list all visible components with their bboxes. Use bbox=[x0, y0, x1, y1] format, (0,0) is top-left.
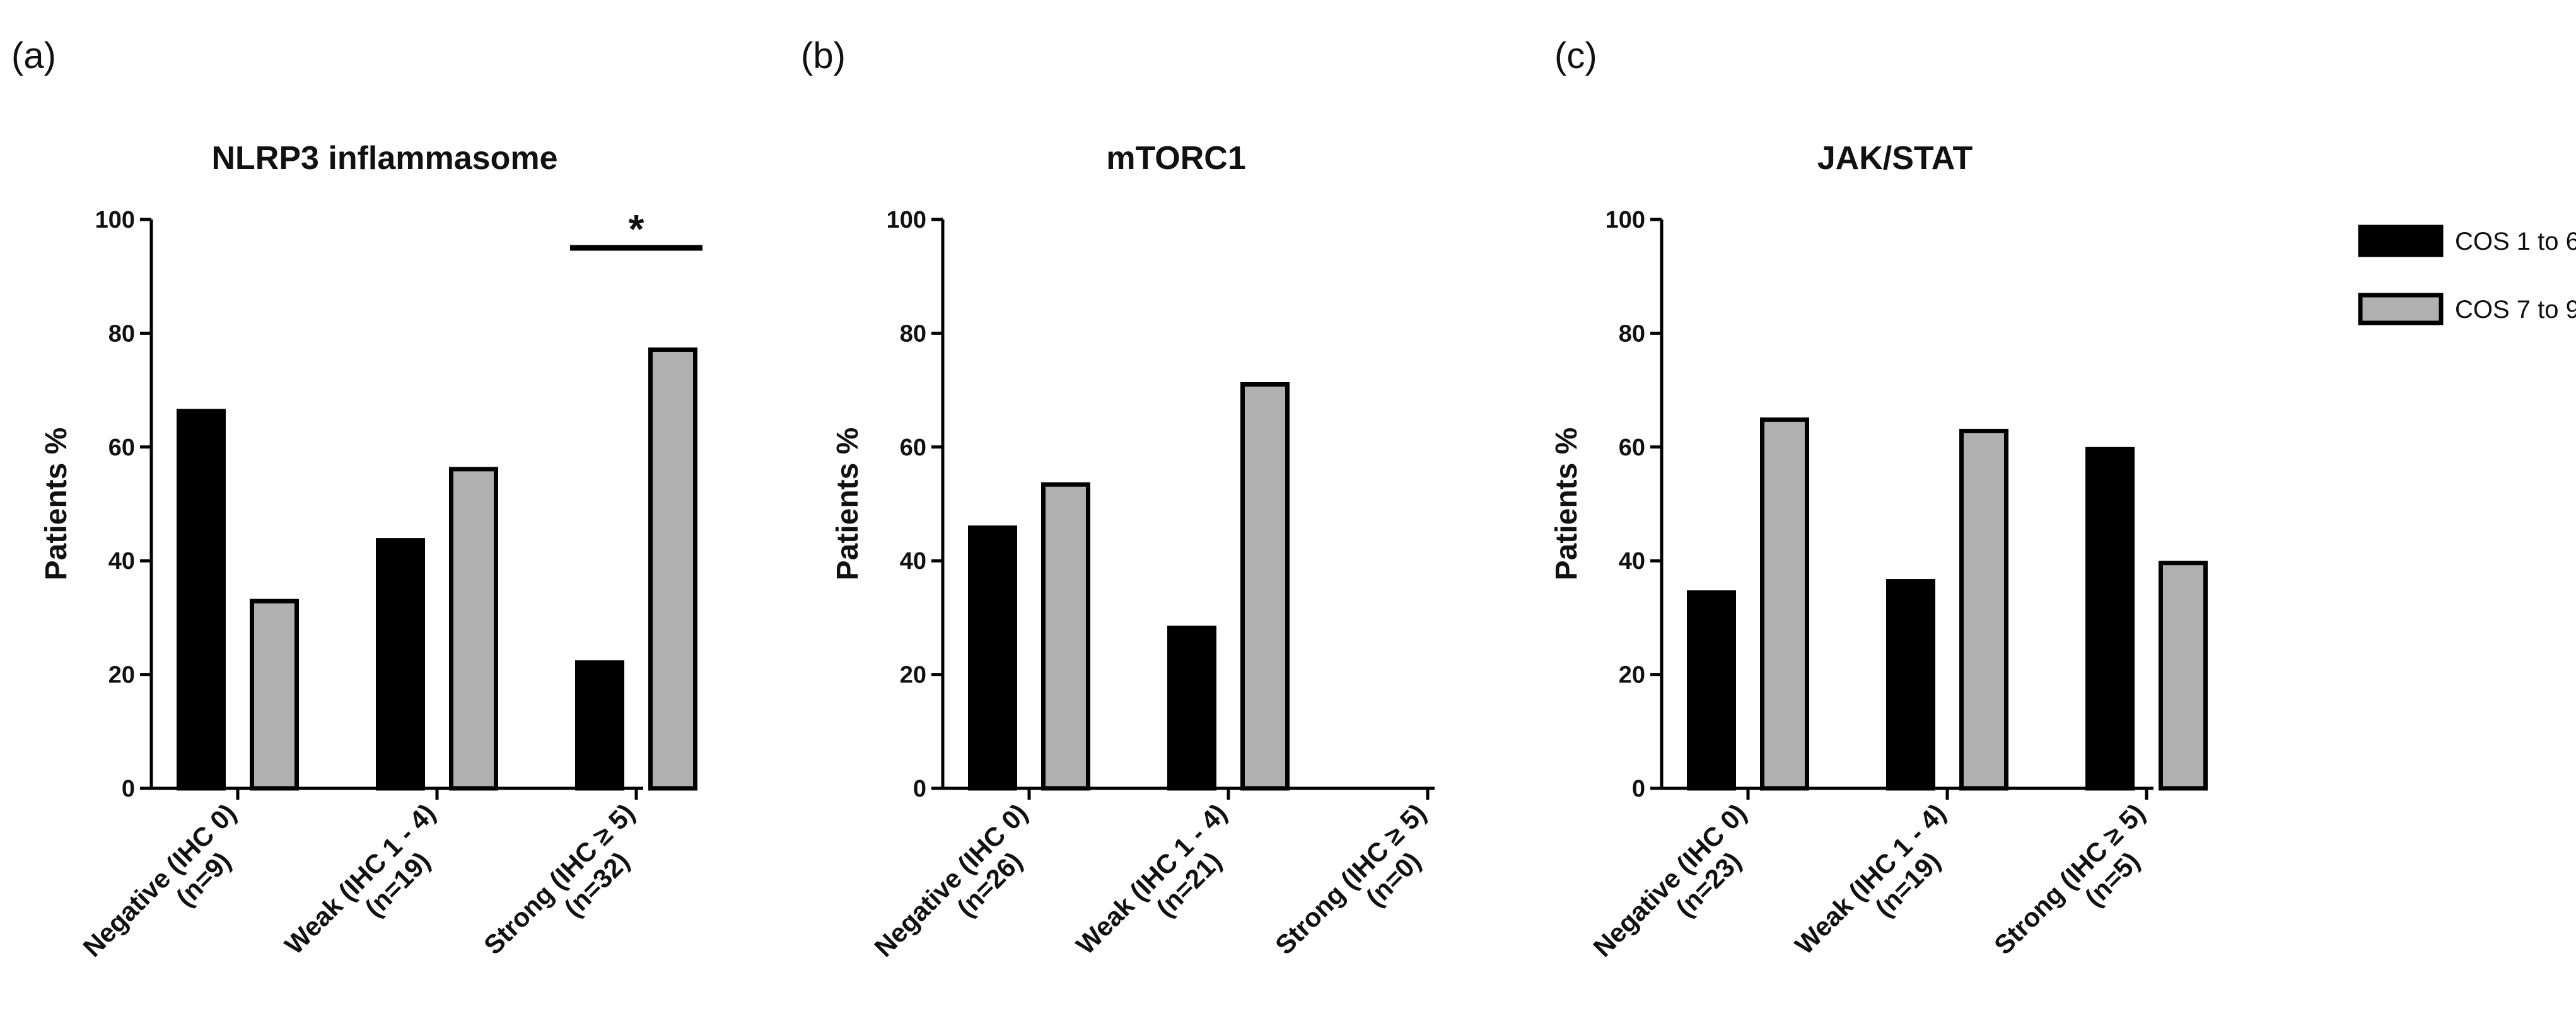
significance-marker: * bbox=[629, 206, 644, 252]
x-tick-label: Weak (IHC 1 - 4)(n=19) bbox=[1789, 798, 1973, 981]
y-axis-label: Patients % bbox=[40, 428, 73, 581]
y-tick-label: 40 bbox=[1619, 548, 1645, 575]
x-tick-label: Weak (IHC 1 - 4)(n=21) bbox=[1070, 798, 1254, 981]
y-tick-label: 40 bbox=[900, 548, 926, 575]
bar-cos-7-9 bbox=[250, 599, 299, 791]
x-tick-label: Negative (IHC 0)(n=9) bbox=[77, 798, 263, 984]
y-tick-label: 100 bbox=[887, 207, 926, 233]
legend-swatch bbox=[2358, 293, 2444, 325]
bar-cos-7-9 bbox=[2159, 561, 2208, 791]
chart-panel-1: (a) NLRP3 inflammasome Patients % 0 20 40 60 80… bbox=[11, 35, 702, 984]
bar-cos-1-6 bbox=[1886, 579, 1935, 791]
bar-cos-7-9 bbox=[648, 347, 697, 791]
legend-label: COS 1 to 6 bbox=[2455, 228, 2576, 255]
y-tick-label: 100 bbox=[95, 207, 135, 233]
y-tick-label: 0 bbox=[913, 776, 926, 802]
y-tick-label: 80 bbox=[1619, 320, 1645, 347]
chart-panel-3: (c) JAK/STAT Patients % 0 20 40 60 80 100 Negativ… bbox=[1550, 35, 2208, 984]
bar-cos-1-6 bbox=[968, 525, 1017, 791]
x-tick-label: Negative (IHC 0)(n=23) bbox=[1587, 798, 1773, 984]
legend-label: COS 7 to 9 bbox=[2455, 296, 2576, 324]
x-tick-label: Negative (IHC 0)(n=26) bbox=[868, 798, 1054, 984]
y-tick-label: 0 bbox=[122, 776, 135, 802]
bar-cos-7-9 bbox=[449, 467, 498, 791]
y-axis-label: Patients % bbox=[1550, 428, 1583, 581]
y-tick-label: 80 bbox=[900, 320, 926, 347]
chart-panels: (a) NLRP3 inflammasome Patients % 0 20 40 60 80… bbox=[11, 35, 2208, 984]
y-tick-label: 60 bbox=[900, 435, 926, 461]
chart-title: NLRP3 inflammasome bbox=[211, 140, 557, 177]
y-tick-label: 100 bbox=[1606, 207, 1645, 233]
y-tick-label: 80 bbox=[108, 320, 135, 347]
chart-title: JAK/STAT bbox=[1817, 140, 1973, 177]
chart-title: mTORC1 bbox=[1106, 140, 1246, 177]
bar-cos-7-9 bbox=[1760, 417, 1809, 791]
chart-panel-2: (b) mTORC1 Patients % 0 20 40 60 80 100 Negative … bbox=[801, 35, 1453, 984]
y-axis-label: Patients % bbox=[831, 428, 865, 581]
y-tick-label: 40 bbox=[108, 548, 135, 575]
y-tick-label: 0 bbox=[1632, 776, 1645, 802]
x-tick-label: Strong (IHC ≥ 5)(n=0) bbox=[1269, 798, 1453, 981]
legend-swatch bbox=[2358, 225, 2444, 257]
bar-cos-1-6 bbox=[575, 660, 624, 791]
panel-letter: (c) bbox=[1554, 35, 1597, 76]
x-tick-label: Strong (IHC ≥ 5)(n=32) bbox=[478, 798, 661, 981]
x-tick-label: Strong (IHC ≥ 5)(n=5) bbox=[1988, 798, 2172, 981]
bar-cos-1-6 bbox=[2085, 447, 2135, 791]
bar-cos-7-9 bbox=[1959, 428, 2008, 791]
bar-cos-1-6 bbox=[1167, 626, 1216, 791]
y-tick-label: 60 bbox=[1619, 435, 1645, 461]
panel-letter: (a) bbox=[11, 35, 56, 76]
bar-cos-7-9 bbox=[1240, 382, 1290, 791]
y-tick-label: 20 bbox=[1619, 662, 1645, 689]
bar-cos-1-6 bbox=[177, 409, 226, 791]
x-tick-label: Weak (IHC 1 - 4)(n=19) bbox=[279, 798, 462, 981]
bar-cos-7-9 bbox=[1041, 482, 1090, 791]
legend: COS 1 to 6 COS 7 to 9 bbox=[2358, 225, 2576, 325]
bar-cos-1-6 bbox=[376, 538, 425, 791]
y-tick-label: 20 bbox=[108, 662, 135, 689]
panel-letter: (b) bbox=[801, 35, 846, 76]
bar-cos-1-6 bbox=[1687, 590, 1736, 791]
y-tick-label: 60 bbox=[108, 435, 135, 461]
y-tick-label: 20 bbox=[900, 662, 926, 689]
